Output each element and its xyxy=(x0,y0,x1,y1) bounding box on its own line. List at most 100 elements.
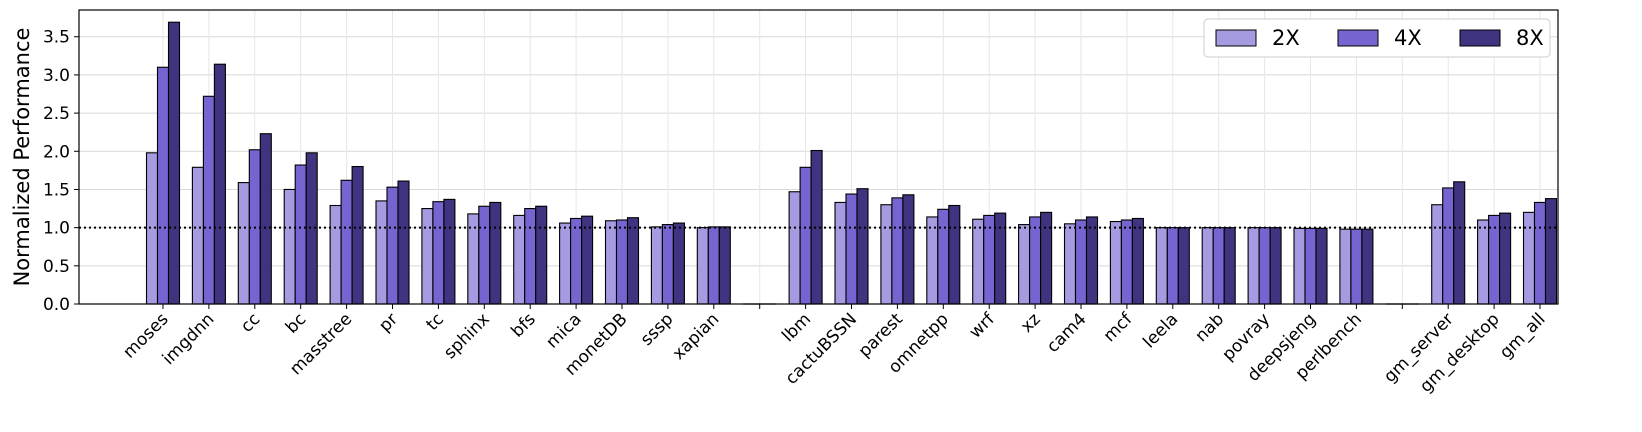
bar-8X-imgdnn xyxy=(213,63,226,305)
bar-8X-bfs xyxy=(535,205,548,305)
bar-2X-cactuBSSN xyxy=(834,201,847,305)
bar-4X-mica xyxy=(570,217,583,305)
x-tick-label: pr xyxy=(375,309,402,336)
bar-8X-povray xyxy=(1269,227,1282,305)
bar-4X-parest xyxy=(891,197,904,305)
bar-8X-pr xyxy=(397,180,410,305)
bar-8X-monetDB xyxy=(626,217,640,305)
bar-8X-moses xyxy=(167,21,181,305)
bar-4X-imgdnn xyxy=(202,95,215,305)
bar-8X-cc xyxy=(259,133,272,305)
bar-4X-moses xyxy=(156,66,170,305)
x-tick-label: cc xyxy=(237,309,264,336)
bar-2X-tc xyxy=(421,207,434,305)
bar-4X-mcf xyxy=(1120,219,1133,305)
legend-swatch-8X xyxy=(1459,29,1501,47)
bar-4X-cam4 xyxy=(1074,219,1088,305)
bar-2X-xapian xyxy=(696,227,709,305)
bar-2X-nab xyxy=(1201,227,1214,305)
bar-2X-cc xyxy=(237,182,250,305)
legend-label-4X: 4X xyxy=(1394,26,1422,50)
bar-2X-wrf xyxy=(972,218,985,305)
bar-2X-mcf xyxy=(1109,220,1122,305)
y-tick-label: 2.0 xyxy=(43,142,70,162)
x-tick-label: sssp xyxy=(637,309,678,350)
x-tick-label: tc xyxy=(422,309,447,334)
bar-4X-gm_all xyxy=(1533,201,1547,305)
bar-2X-xz xyxy=(1018,224,1031,305)
bar-2X-lbm xyxy=(788,191,801,305)
axes-layer xyxy=(78,9,1559,305)
bar-8X-masstree xyxy=(351,165,364,305)
bar-8X-parest xyxy=(902,194,915,305)
y-tick-label: 3.5 xyxy=(43,28,70,48)
x-tick-label: mica xyxy=(542,309,585,352)
bar-4X-gm_server xyxy=(1442,187,1455,305)
bar-8X-mcf xyxy=(1131,217,1144,305)
bar-8X-deepsjeng xyxy=(1315,227,1328,305)
legend: 2X 4X 8X xyxy=(1203,18,1551,58)
bar-2X-leela xyxy=(1155,227,1168,305)
y-axis-label: Normalized Performance xyxy=(10,28,34,287)
bar-2X-deepsjeng xyxy=(1293,227,1306,305)
bar-8X-mica xyxy=(581,215,594,305)
bar-2X-gm_all xyxy=(1522,211,1536,305)
x-tick-label: sphinx xyxy=(440,309,494,363)
y-tick-label: 0.0 xyxy=(43,295,70,315)
bar-2X-pr xyxy=(375,200,388,305)
bar-4X-perlbench xyxy=(1350,228,1363,305)
bar-4X-povray xyxy=(1258,227,1271,305)
y-tick-label: 2.5 xyxy=(43,104,70,124)
bar-4X-bfs xyxy=(524,207,537,305)
y-tick-label: 3.0 xyxy=(43,66,70,86)
bar-2X-sssp xyxy=(650,226,663,305)
legend-swatch-2X xyxy=(1215,29,1257,47)
bar-8X-xapian xyxy=(718,226,731,305)
x-tick-label: xz xyxy=(1017,309,1045,337)
x-tick-label: wrf xyxy=(966,309,1000,343)
bar-4X-nab xyxy=(1212,227,1225,305)
bar-4X-pr xyxy=(386,186,399,305)
bar-2X-mica xyxy=(559,222,572,305)
bar-4X-sphinx xyxy=(478,205,491,305)
bar-4X-xz xyxy=(1029,216,1042,305)
x-tick-label: bc xyxy=(282,309,310,337)
bar-2X-imgdnn xyxy=(191,166,204,305)
bar-4X-wrf xyxy=(983,214,996,305)
bar-4X-gm_desktop xyxy=(1488,214,1501,305)
bar-4X-masstree xyxy=(340,179,353,305)
bar-8X-leela xyxy=(1177,227,1190,305)
bar-2X-cam4 xyxy=(1063,223,1077,305)
bar-4X-sssp xyxy=(661,224,674,305)
bar-4X-bc xyxy=(294,164,307,305)
bar-4X-lbm xyxy=(799,166,812,305)
bar-8X-sphinx xyxy=(489,201,502,305)
bar-2X-masstree xyxy=(329,204,342,305)
legend-label-8X: 8X xyxy=(1516,26,1544,50)
bar-2X-gm_server xyxy=(1431,204,1444,305)
legend-label-2X: 2X xyxy=(1272,26,1300,50)
bar-2X-gm_desktop xyxy=(1477,219,1490,305)
x-tick-label: leela xyxy=(1139,309,1182,352)
x-tick-label: imgdnn xyxy=(159,309,219,369)
x-tick-label: lbm xyxy=(778,309,815,346)
bar-8X-tc xyxy=(443,198,456,305)
bar-4X-monetDB xyxy=(615,219,629,305)
legend-swatch-4X xyxy=(1337,29,1379,47)
bars-layer xyxy=(145,21,1558,305)
x-tick-label: cam4 xyxy=(1043,309,1090,356)
bar-2X-omnetpp xyxy=(926,216,939,305)
x-tick-label: gm_all xyxy=(1496,309,1550,363)
bar-4X-xapian xyxy=(707,226,720,305)
bar-8X-cam4 xyxy=(1085,216,1099,305)
bar-4X-tc xyxy=(432,201,445,305)
bar-4X-deepsjeng xyxy=(1304,227,1317,305)
x-tick-label: nab xyxy=(1191,309,1228,346)
y-tick-label: 1.5 xyxy=(43,180,70,200)
bar-4X-omnetpp xyxy=(937,208,950,305)
bar-8X-cactuBSSN xyxy=(856,188,869,305)
x-tick-label: xapian xyxy=(669,309,724,364)
bar-8X-gm_all xyxy=(1544,198,1558,305)
